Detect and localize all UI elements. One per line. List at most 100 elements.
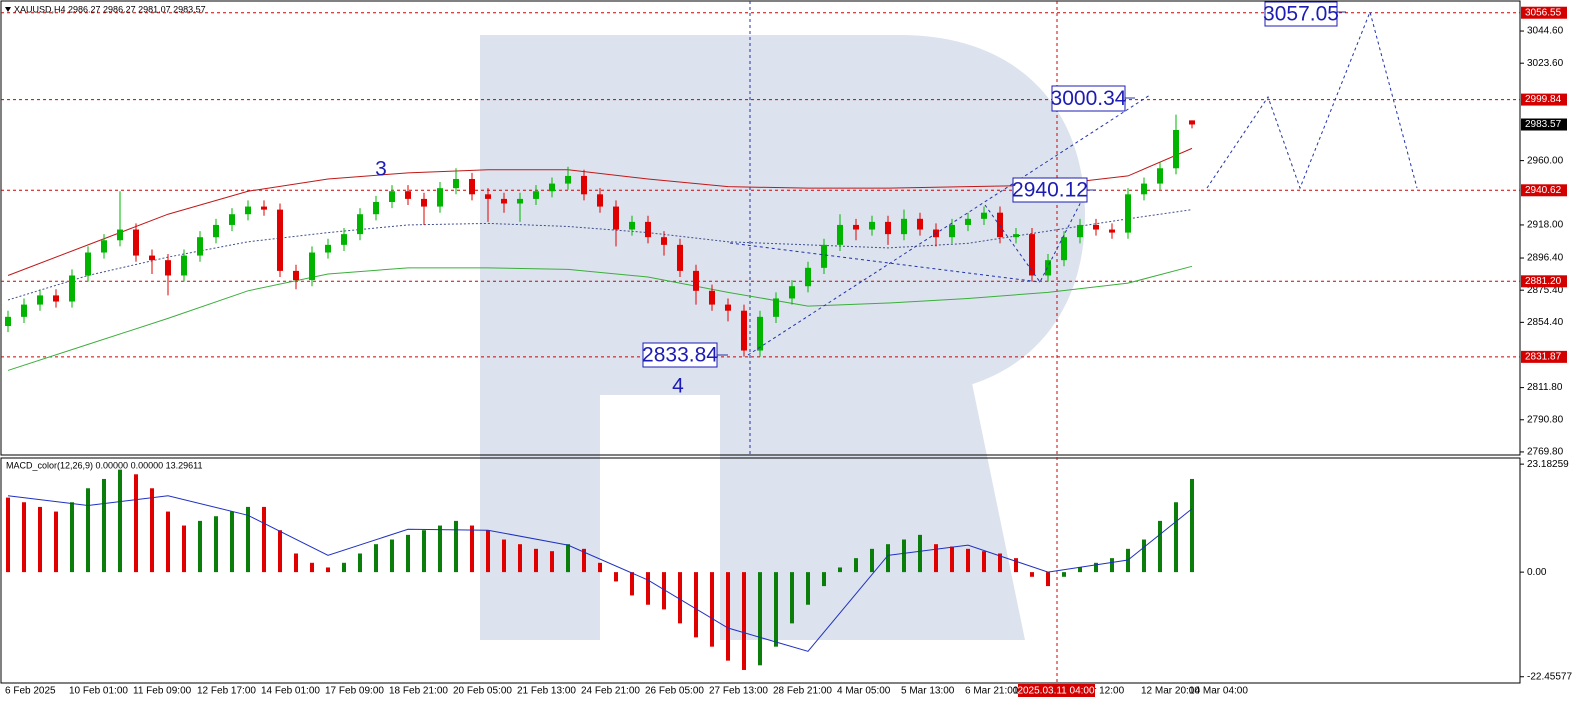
macd-bar: [198, 520, 202, 573]
moving-average: [7, 265, 1193, 371]
y-tick-label: 3023.60: [1527, 58, 1564, 69]
candle-body: [901, 218, 907, 235]
macd-bar: [566, 544, 570, 573]
macd-bar: [934, 544, 938, 573]
macd-bar: [486, 530, 490, 573]
candle-body: [1077, 224, 1083, 238]
macd-bar: [742, 572, 746, 670]
level-price-box: [1521, 184, 1567, 197]
macd-bar: [646, 572, 650, 605]
candle-body: [1093, 224, 1099, 230]
annotation-box: [642, 342, 718, 368]
candle-body: [21, 304, 27, 317]
macd-bar: [134, 474, 138, 573]
wave-line: [747, 94, 1151, 356]
candle-body: [965, 218, 971, 225]
macd-bar: [422, 530, 426, 573]
level-price-label: 2940.62: [1525, 185, 1562, 196]
candle-body: [1109, 229, 1115, 233]
macd-bar: [918, 534, 922, 573]
level-price-box: [1521, 275, 1567, 288]
macd-bar: [70, 502, 74, 573]
y-tick-label: 2960.00: [1527, 155, 1564, 166]
macd-bar: [1174, 502, 1178, 573]
candle-body: [821, 244, 827, 268]
macd-bar: [678, 572, 682, 624]
candle-body: [805, 267, 811, 287]
macd-bar: [822, 572, 826, 587]
macd-bar: [118, 469, 122, 573]
candle-body: [101, 240, 107, 253]
macd-bar: [326, 567, 330, 573]
x-tick-label: 14 Mar 04:00: [1189, 686, 1248, 697]
macd-bar: [1062, 572, 1066, 577]
macd-bar: [294, 553, 298, 573]
candle-body: [517, 198, 523, 204]
candle-body: [629, 221, 635, 230]
macd-bar: [246, 506, 250, 573]
macd-bar: [262, 506, 266, 573]
candle-body: [613, 206, 619, 230]
macd-bar: [1110, 558, 1114, 573]
candle-body: [117, 229, 123, 241]
header-symbol: XAUUSD,H4 2986.27 2986.27 2981.07 2983.5…: [14, 4, 206, 14]
macd-bar: [1094, 562, 1098, 573]
macd-bar: [1158, 520, 1162, 573]
macd-bar: [758, 572, 762, 666]
candle-body: [549, 183, 555, 192]
candle-body: [981, 212, 987, 219]
x-tick-label: 6 Mar 21:00: [965, 686, 1019, 697]
x-tick-label: 24 Feb 21:00: [581, 686, 640, 697]
macd-bar: [502, 539, 506, 573]
candle-body: [165, 260, 171, 276]
candle-body: [773, 298, 779, 317]
x-tick-label: 11 Feb 09:00: [133, 686, 192, 697]
candle-body: [501, 198, 507, 204]
x-tick-label: 27 Feb 13:00: [709, 686, 768, 697]
candle-body: [325, 244, 331, 253]
candle-body: [1157, 168, 1163, 184]
macd-bar: [534, 548, 538, 573]
macd-bar: [1078, 567, 1082, 573]
macd-bar: [150, 488, 154, 573]
macd-bar: [870, 548, 874, 573]
main-panel-frame: [0, 0, 1521, 456]
macd-bar: [950, 546, 954, 573]
candle-body: [693, 270, 699, 291]
x-tick-label: 26 Feb 05:00: [645, 686, 704, 697]
macd-bar: [54, 511, 58, 573]
candle-body: [1061, 237, 1067, 261]
macd-bar: [454, 520, 458, 573]
candle-body: [357, 214, 363, 235]
x-tick-label: 14 Feb 01:00: [261, 686, 320, 697]
candle-body: [885, 221, 891, 235]
watermark-leg: [720, 325, 1025, 640]
crosshair-time-box: [1018, 684, 1095, 697]
x-tick-label: 20 Feb 05:00: [453, 686, 512, 697]
macd-bar: [598, 562, 602, 573]
macd-bar: [774, 572, 778, 647]
candle-body: [149, 255, 155, 261]
macd-bar: [406, 534, 410, 573]
candle-body: [261, 206, 267, 210]
x-tick-label: 10 Feb 01:00: [69, 686, 128, 697]
candle-body: [389, 191, 395, 202]
signal-line: [7, 495, 1193, 652]
macd-bar: [438, 525, 442, 573]
macd-bar: [182, 525, 186, 573]
annotation-label: 3057.05: [1263, 3, 1339, 26]
macd-bar: [998, 553, 1002, 573]
y-tick-label: -22.45577: [1527, 671, 1572, 682]
candle-body: [197, 237, 203, 256]
current-price-label: 2983.57: [1525, 119, 1562, 130]
candle-body: [533, 191, 539, 199]
macd-bar: [310, 562, 314, 573]
macd-bar: [278, 530, 282, 573]
annotation-box: [1264, 1, 1338, 27]
candle-body: [453, 178, 459, 189]
macd-bar: [854, 558, 858, 573]
macd-bar: [166, 511, 170, 573]
level-price-box: [1521, 6, 1567, 19]
x-tick-label: 4 Mar 05:00: [837, 686, 891, 697]
macd-bar: [390, 539, 394, 573]
